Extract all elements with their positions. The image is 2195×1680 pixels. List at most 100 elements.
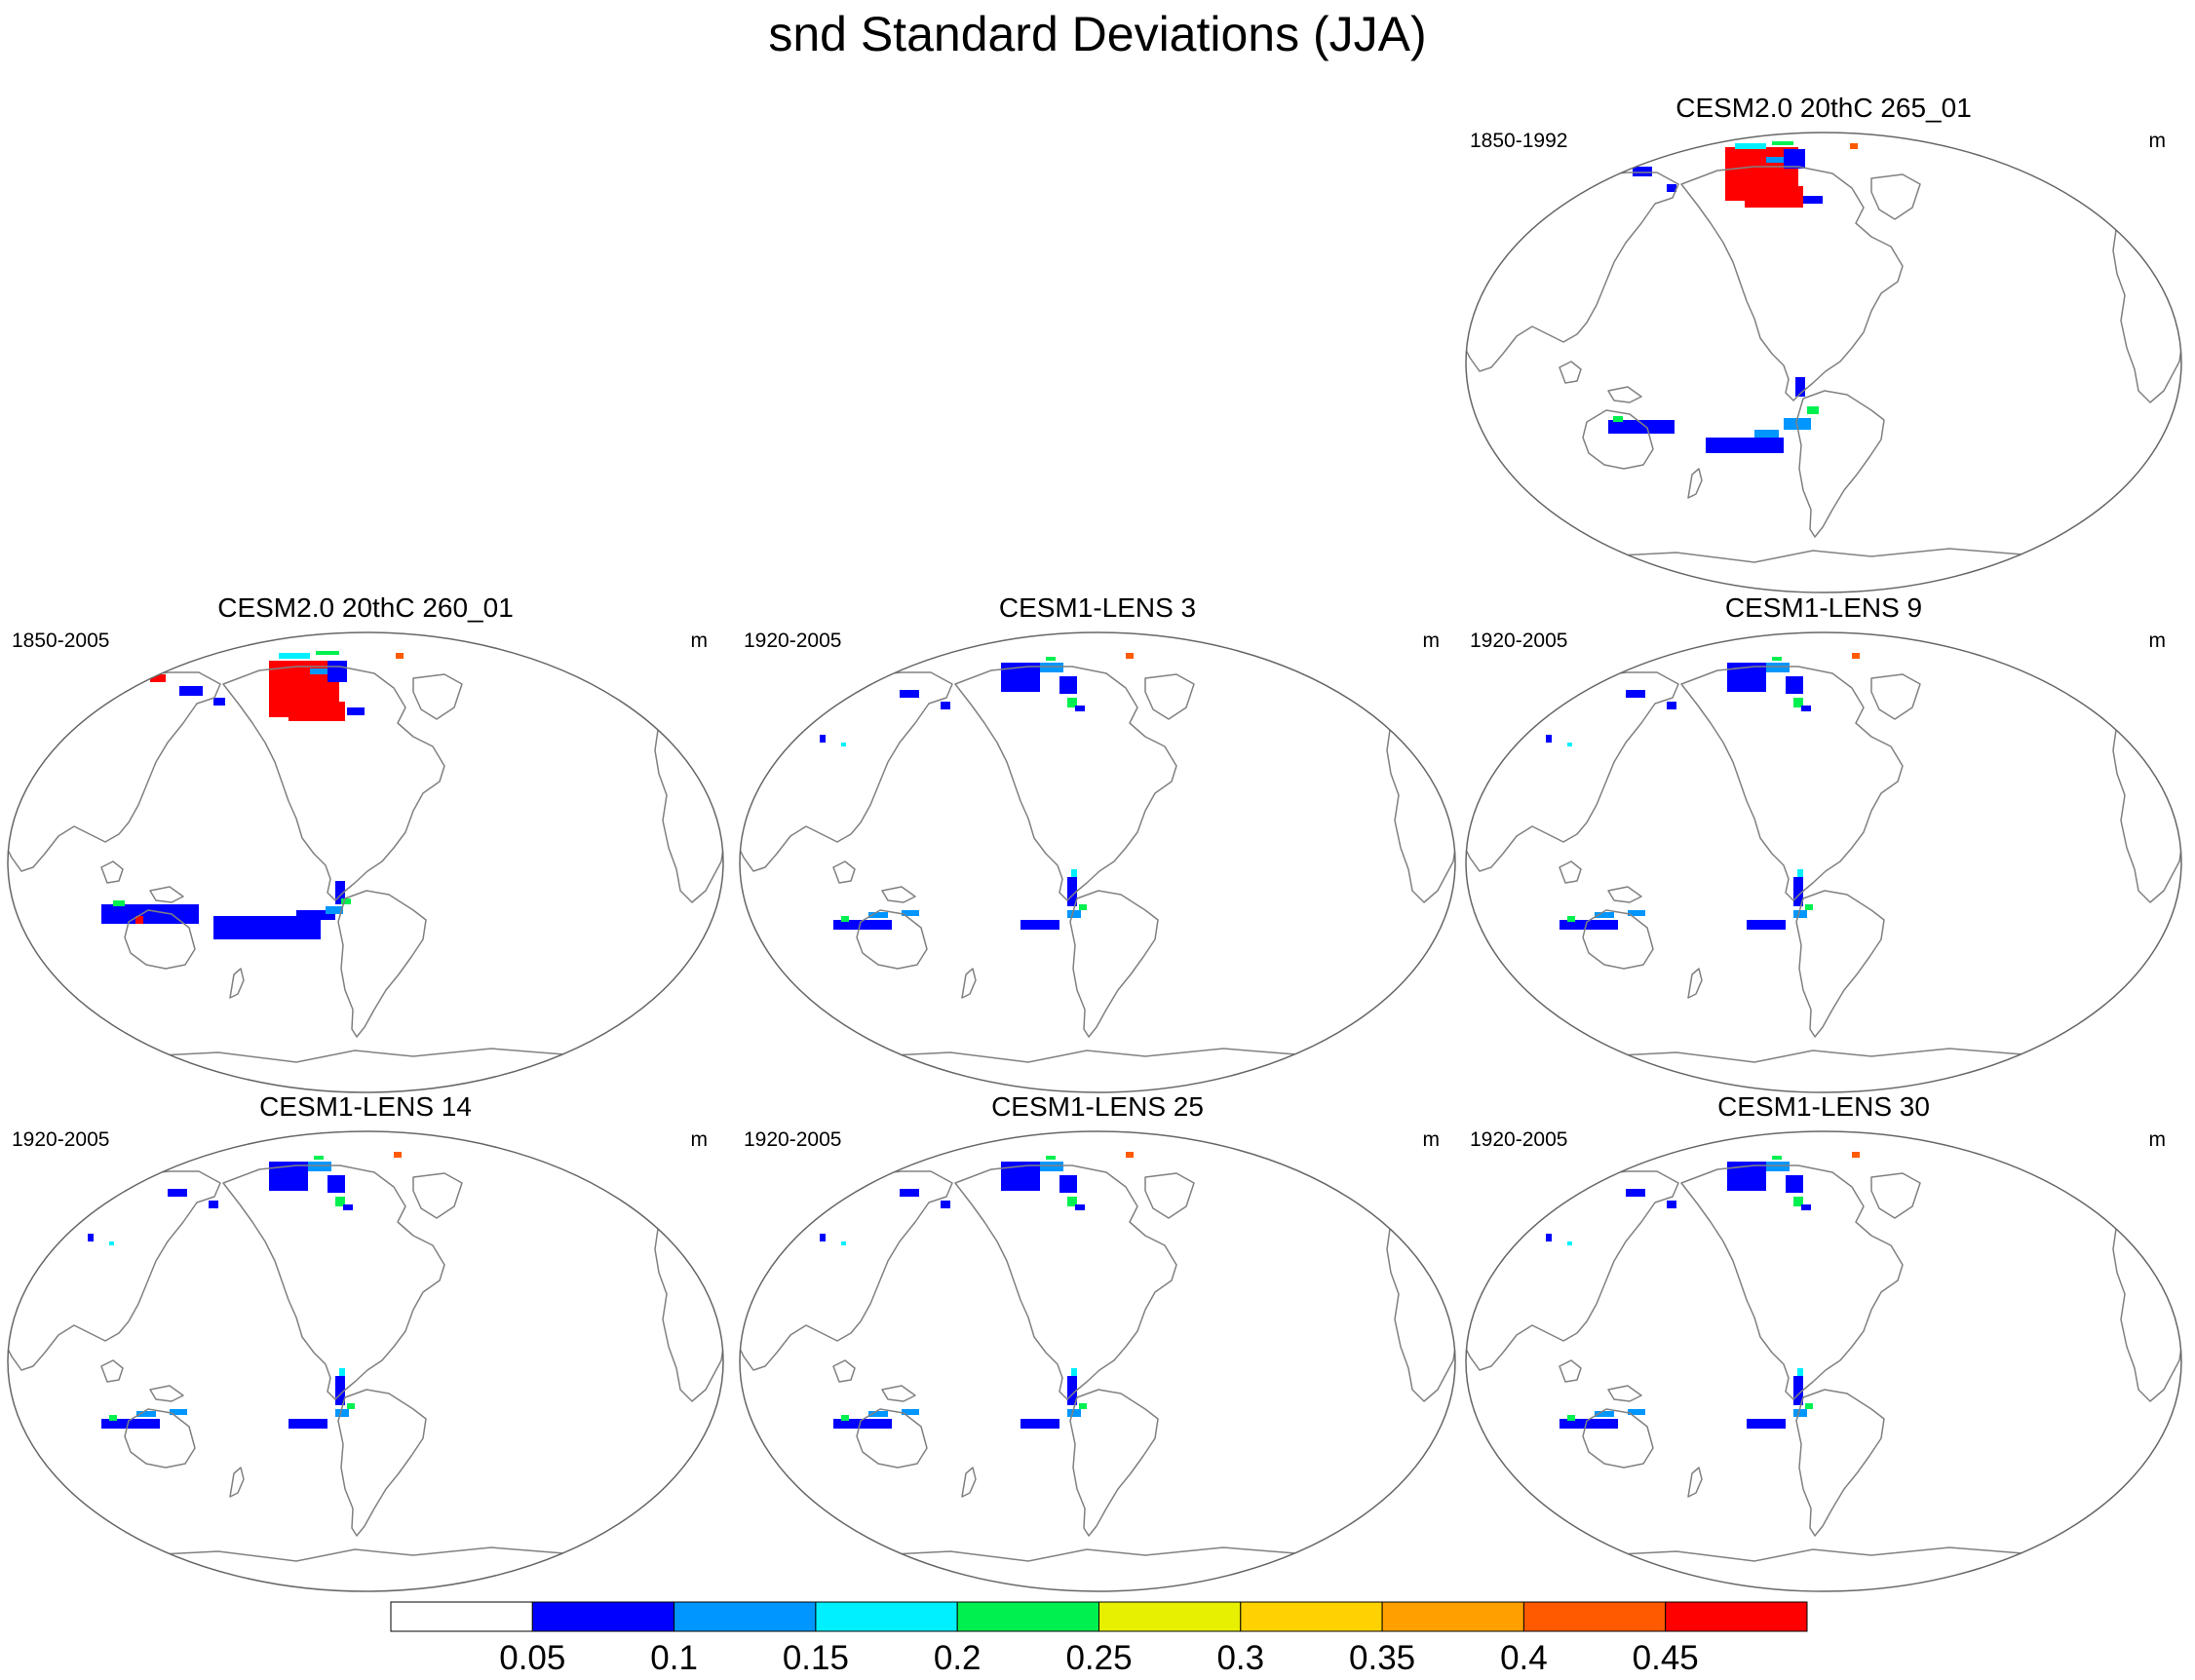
snow-variance-patch: [279, 653, 310, 659]
snow-variance-patch: [394, 1152, 402, 1158]
snow-variance-patch: [310, 668, 335, 674]
north-america-outline: [954, 666, 1177, 901]
snow-variance-patch: [1801, 1204, 1811, 1210]
colorbar-tick-label: 0.4: [1500, 1639, 1548, 1677]
australia-outline: [1582, 409, 1654, 470]
panel-title: CESM1-LENS 9: [1724, 592, 1923, 623]
south-america-outline: [337, 890, 427, 1038]
new-guinea-outline: [149, 1385, 184, 1402]
australia-outline: [124, 1408, 196, 1469]
panel-period: 1920-2005: [1470, 630, 1568, 652]
snow-variance-patch: [1595, 1411, 1614, 1417]
panel-period: 1920-2005: [1470, 1128, 1568, 1151]
snow-variance-patch: [396, 653, 404, 659]
snow-variance-patch: [1795, 377, 1805, 397]
greenland-outline: [1144, 1172, 1195, 1219]
greenland-outline: [1870, 1172, 1921, 1219]
snow-variance-patch: [1046, 1156, 1056, 1160]
snow-variance-patch: [841, 667, 857, 674]
snow-variance-patch: [1546, 1234, 1552, 1241]
australia-outline: [856, 1408, 928, 1469]
world-map-l3: [739, 631, 1456, 1093]
map-background: [740, 1131, 1455, 1591]
map-border: [1465, 132, 2182, 593]
snow-variance-patch: [1803, 196, 1823, 204]
new-guinea-outline: [1607, 886, 1642, 903]
snow-variance-patch: [1667, 184, 1676, 192]
snow-variance-patch: [109, 1241, 114, 1245]
snow-variance-patch: [1793, 698, 1803, 707]
snow-variance-patch: [1046, 657, 1056, 661]
colorbar-tick-label: 0.3: [1216, 1639, 1265, 1677]
map-border: [739, 1130, 1456, 1592]
snow-variance-patch: [1745, 186, 1803, 208]
snow-variance-patch: [841, 916, 849, 922]
snow-variance-patch: [800, 1167, 843, 1181]
snow-variance-patch: [1801, 706, 1811, 711]
south-america-outline: [1795, 890, 1885, 1038]
panel-title: CESM1-LENS 25: [991, 1091, 1204, 1122]
new-guinea-outline: [1607, 386, 1642, 403]
snow-variance-patch: [341, 898, 351, 904]
new-guinea-outline: [881, 886, 916, 903]
snow-variance-patch: [1526, 157, 1563, 170]
snow-variance-patch: [900, 1189, 919, 1197]
snow-variance-patch: [1754, 430, 1779, 438]
panel-units: m: [690, 630, 709, 652]
snow-variance-patch: [1571, 665, 1577, 669]
map-background: [1466, 1131, 2181, 1591]
colorbar-swatch: [531, 1601, 675, 1632]
panel-title: CESM1-LENS 30: [1717, 1091, 1930, 1122]
colorbar-swatch: [1665, 1601, 1808, 1632]
snow-variance-patch: [296, 1171, 306, 1179]
colorbar-tick-label: 0.15: [782, 1639, 849, 1677]
snow-variance-patch: [1628, 910, 1645, 916]
new-guinea-outline: [149, 886, 184, 903]
borneo-outline: [1559, 860, 1582, 884]
map-content: [8, 1152, 723, 1571]
snow-variance-patch: [135, 916, 143, 924]
snow-variance-patch: [1067, 1197, 1077, 1206]
new-zealand-outline: [1687, 468, 1703, 499]
snow-variance-patch: [1020, 920, 1059, 930]
panel-period: 1920-2005: [744, 1128, 842, 1151]
colorbar-swatch: [956, 1601, 1100, 1632]
snow-variance-patch: [1807, 406, 1819, 414]
borneo-outline: [832, 1359, 856, 1383]
colorbar-swatch: [1098, 1601, 1242, 1632]
snow-variance-patch: [1786, 676, 1803, 694]
panel-units: m: [690, 1128, 709, 1151]
snow-variance-patch: [1793, 1197, 1803, 1206]
snow-variance-patch: [1126, 1152, 1134, 1158]
snow-variance-patch: [1067, 698, 1077, 707]
snow-variance-patch: [327, 1175, 345, 1193]
snow-variance-patch: [1028, 672, 1038, 680]
colorbar-swatch: [1381, 1601, 1524, 1632]
snow-variance-patch: [902, 910, 919, 916]
colorbar: [390, 1601, 1808, 1632]
greenland-outline: [412, 1172, 463, 1219]
snow-variance-patch: [1567, 1165, 1583, 1173]
map-border: [1465, 631, 2182, 1093]
snow-variance-patch: [1667, 1201, 1676, 1208]
snow-variance-patch: [1628, 1409, 1645, 1415]
snow-variance-patch: [1059, 1175, 1077, 1193]
snow-variance-patch: [1626, 690, 1645, 698]
snow-variance-patch: [1560, 1419, 1618, 1429]
snow-variance-patch: [1126, 653, 1134, 659]
snow-variance-patch: [68, 1167, 111, 1181]
snow-variance-patch: [326, 906, 343, 914]
snow-variance-patch: [1754, 1171, 1764, 1179]
snow-variance-patch: [1667, 702, 1676, 709]
snow-variance-patch: [335, 1409, 349, 1417]
snow-variance-patch: [1735, 143, 1766, 149]
south-america-outline: [1069, 890, 1159, 1038]
snow-variance-patch: [1766, 663, 1790, 672]
map-background: [740, 632, 1455, 1092]
snow-variance-patch: [1608, 420, 1675, 434]
map-border: [7, 631, 724, 1093]
world-map-l30: [1465, 1130, 2182, 1592]
new-zealand-outline: [961, 968, 977, 999]
north-america-outline: [1680, 166, 1904, 401]
snow-variance-patch: [1793, 910, 1807, 918]
